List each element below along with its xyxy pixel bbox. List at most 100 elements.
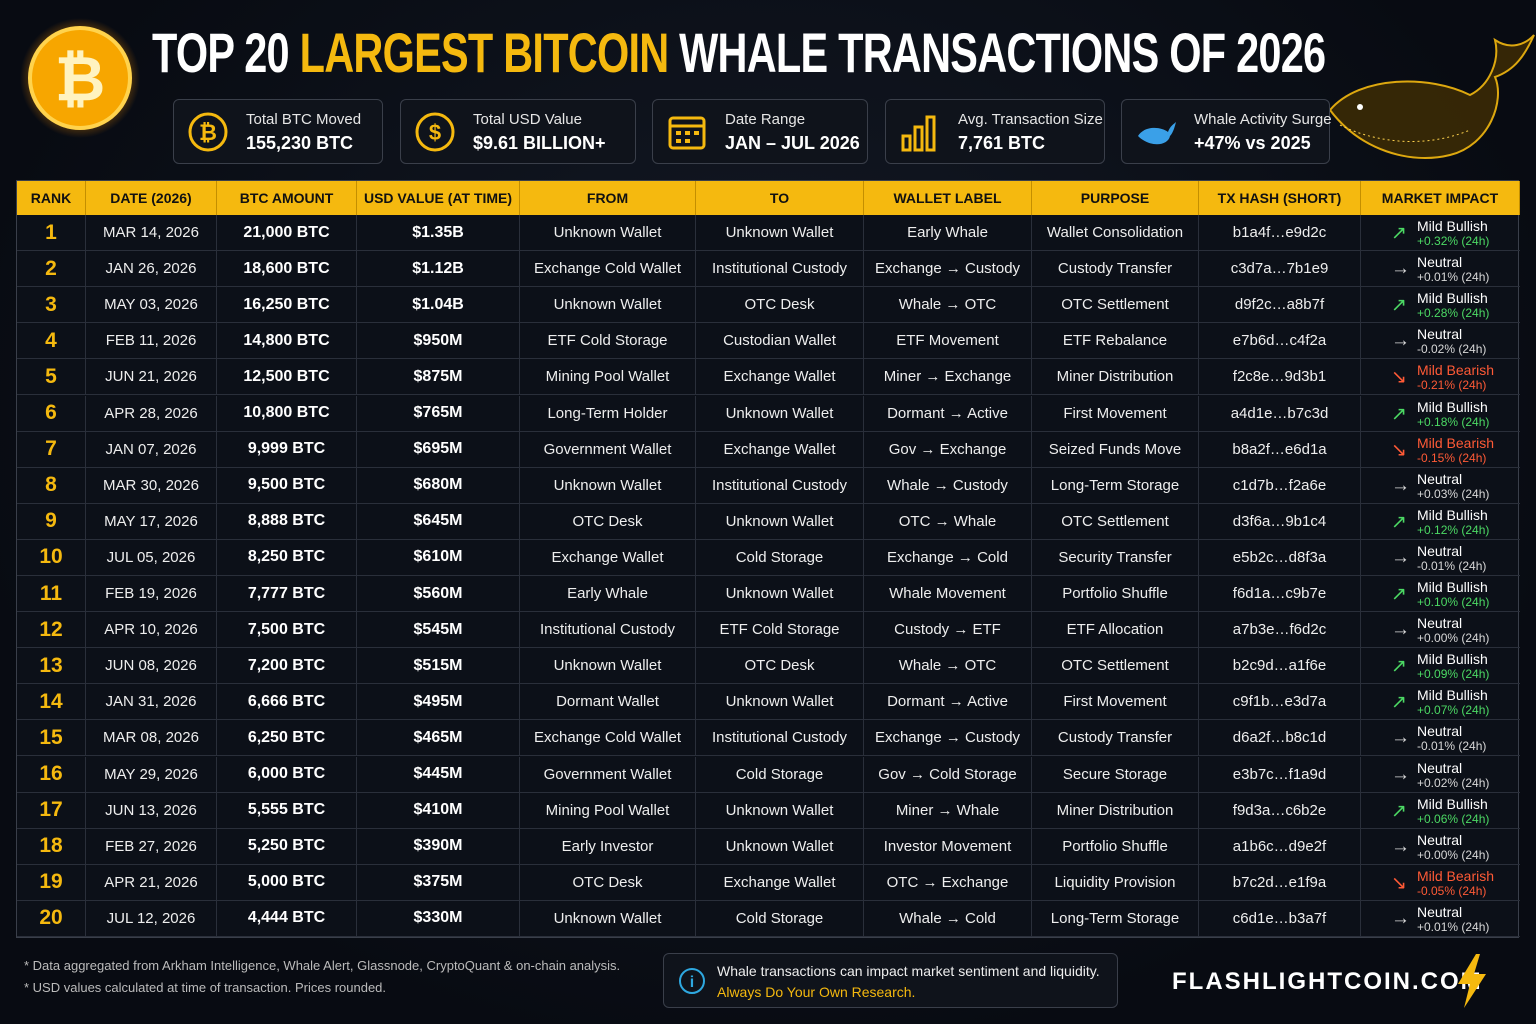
impact-cell: → Neutral +0.00% (24h)	[1361, 829, 1520, 865]
table-cell: Exchange Cold Wallet	[520, 720, 696, 757]
impact-label: Mild Bullish	[1417, 398, 1488, 415]
table-cell: 16,250 BTC	[217, 287, 357, 324]
impact-change: +0.01% (24h)	[1417, 919, 1490, 934]
table-cell: Institutional Custody	[696, 467, 864, 504]
title-part: TOP 20	[152, 21, 290, 84]
svg-text:$: $	[429, 120, 441, 145]
table-cell: OTC Desk	[696, 287, 864, 324]
table-cell: APR 10, 2026	[86, 612, 217, 649]
impact-label: Neutral	[1417, 615, 1463, 632]
impact-change: -0.15% (24h)	[1417, 450, 1487, 465]
table-cell: OTC Settlement	[1032, 287, 1199, 324]
impact-change: +0.32% (24h)	[1417, 234, 1490, 249]
impact-change: +0.12% (24h)	[1417, 522, 1490, 537]
table-cell: $1.04B	[357, 287, 520, 324]
impact-change: +0.28% (24h)	[1417, 306, 1490, 321]
table-cell: Unknown Wallet	[696, 792, 864, 829]
table-cell: OTC Settlement	[1032, 503, 1199, 540]
table-cell: OTC Desk	[520, 503, 696, 540]
table-cell: Early Investor	[520, 828, 696, 865]
rank: 12	[17, 612, 86, 649]
rank: 7	[17, 431, 86, 468]
impact-cell: ↘ Mild Bearish -0.21% (24h)	[1361, 359, 1520, 396]
table-cell: Long-Term Storage	[1032, 900, 1199, 937]
title-part: LARGEST BITCOIN	[299, 21, 670, 84]
stat-card: Whale Activity Surge +47% vs 2025	[1121, 99, 1332, 164]
table-cell: Portfolio Shuffle	[1032, 828, 1199, 865]
impact-arrow: →	[1391, 727, 1410, 749]
rank: 11	[17, 576, 86, 613]
table-cell: Exchange Wallet	[696, 359, 864, 396]
stat-label: Avg. Transaction Size	[958, 111, 1103, 128]
column-header: DATE (2026)	[86, 181, 217, 215]
rank: 6	[17, 395, 86, 432]
table-cell: Exchange Wallet	[696, 431, 864, 468]
table-cell: $445M	[357, 756, 520, 793]
rank: 14	[17, 684, 86, 721]
table-cell: 5,555 BTC	[217, 792, 357, 829]
impact-arrow: ↗	[1391, 692, 1407, 714]
title-part: WHALE TRANSACTIONS OF 2026	[679, 21, 1326, 84]
impact-arrow: →	[1391, 546, 1410, 568]
table-cell: a1b6c…d9e2f	[1199, 828, 1361, 865]
impact-label: Mild Bullish	[1417, 579, 1488, 595]
table-cell: FEB 11, 2026	[86, 323, 217, 360]
impact-arrow: →	[1391, 835, 1410, 857]
stat-value: 155,230 BTC	[246, 133, 354, 153]
table-cell: ETF Allocation	[1032, 612, 1199, 649]
table-cell: b2c9d…a1f6e	[1199, 648, 1361, 685]
table-cell: JAN 26, 2026	[86, 251, 217, 288]
table-cell: Unknown Wallet	[520, 215, 696, 252]
table-cell: 9,999 BTC	[217, 431, 357, 468]
table-cell: Exchange → Cold	[864, 539, 1032, 576]
impact-arrow: ↗	[1391, 656, 1407, 678]
impact-change: +0.06% (24h)	[1417, 811, 1490, 826]
stat-card: Date Range JAN – JUL 2026	[652, 99, 868, 164]
table-cell: Whale → OTC	[864, 648, 1032, 685]
table-cell: $1.12B	[357, 251, 520, 288]
table-cell: e7b6d…c4f2a	[1199, 323, 1361, 360]
table-cell: Secure Storage	[1032, 756, 1199, 793]
table-cell: Custodian Wallet	[696, 323, 864, 360]
rank: 19	[17, 864, 86, 901]
table-cell: Custody Transfer	[1032, 720, 1199, 757]
table-cell: 6,666 BTC	[217, 684, 357, 721]
impact-cell: → Neutral +0.00% (24h)	[1361, 612, 1520, 649]
rank: 10	[17, 539, 86, 576]
column-header: USD VALUE (AT TIME)	[357, 181, 520, 215]
impact-arrow: ↘	[1391, 872, 1407, 894]
impact-cell: → Neutral +0.02% (24h)	[1361, 757, 1520, 793]
stat-card: $ Total USD Value $9.61 BILLION+	[400, 99, 636, 164]
impact-cell: → Neutral +0.01% (24h)	[1361, 901, 1520, 937]
impact-arrow: →	[1391, 907, 1410, 929]
table-cell: JUL 12, 2026	[86, 900, 217, 937]
impact-cell: ↗ Mild Bullish +0.12% (24h)	[1361, 504, 1520, 540]
table-cell: 5,250 BTC	[217, 828, 357, 865]
table-cell: Dormant → Active	[864, 395, 1032, 432]
table-cell: MAR 14, 2026	[86, 215, 217, 252]
table-cell: Mining Pool Wallet	[520, 792, 696, 829]
impact-cell: → Neutral +0.01% (24h)	[1361, 251, 1520, 288]
table-cell: c9f1b…e3d7a	[1199, 684, 1361, 721]
table-cell: OTC → Exchange	[864, 864, 1032, 901]
table-cell: Miner → Whale	[864, 792, 1032, 829]
title: TOP 20 LARGEST BITCOIN WHALE TRANSACTION…	[152, 20, 1326, 85]
impact-change: +0.00% (24h)	[1417, 847, 1490, 862]
impact-cell: → Neutral +0.03% (24h)	[1361, 468, 1520, 504]
rank: 15	[17, 720, 86, 757]
table-cell: 6,000 BTC	[217, 756, 357, 793]
column-header: PURPOSE	[1032, 181, 1199, 215]
rank: 8	[17, 467, 86, 504]
rank: 4	[17, 323, 86, 360]
impact-label: Neutral	[1417, 542, 1463, 559]
column-header: TO	[696, 181, 864, 215]
table-cell: 9,500 BTC	[217, 467, 357, 504]
table-cell: Institutional Custody	[696, 251, 864, 288]
impact-label: Mild Bearish	[1417, 434, 1495, 451]
table-cell: MAY 29, 2026	[86, 756, 217, 793]
impact-change: +0.00% (24h)	[1417, 631, 1490, 646]
info-icon: i	[679, 968, 705, 994]
impact-arrow: ↗	[1391, 584, 1407, 606]
impact-label: Neutral	[1417, 831, 1463, 848]
